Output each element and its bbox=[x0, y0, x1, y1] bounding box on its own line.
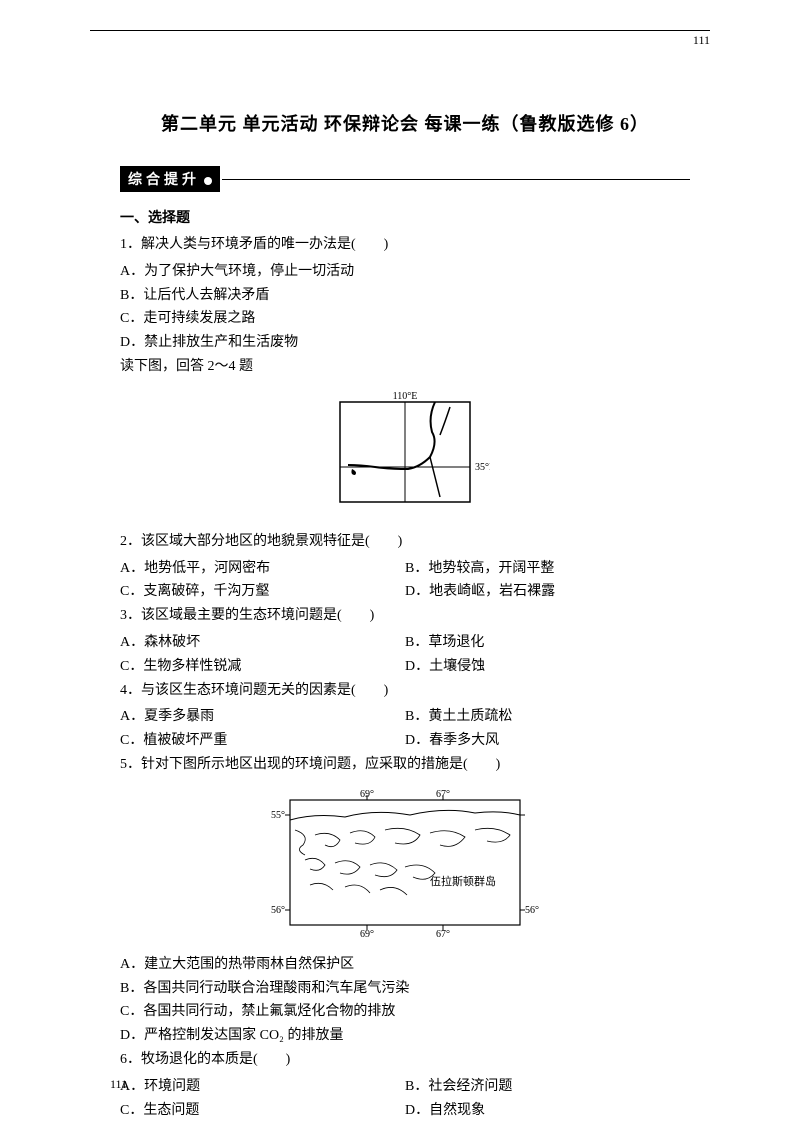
question-3: 3．该区域最主要的生态环境问题是( ) bbox=[120, 604, 690, 628]
page-number-bottom: 111 bbox=[110, 1077, 127, 1092]
q6-option-c: C．生态问题 bbox=[120, 1099, 405, 1123]
fig2-lat2-left: 56° bbox=[271, 905, 285, 916]
section-divider bbox=[222, 179, 690, 180]
fig1-lat-label: 35°N bbox=[475, 462, 490, 473]
q6-option-d: D．自然现象 bbox=[405, 1099, 690, 1123]
section-header: 综合提升 bbox=[120, 166, 690, 192]
fig2-lat1-left: 55° bbox=[271, 810, 285, 821]
q3-option-a: A．森林破坏 bbox=[120, 631, 405, 655]
fig2-lat2-right: 56° bbox=[525, 905, 539, 916]
fig1-lon-label: 110°E bbox=[393, 391, 418, 402]
question-1: 1．解决人类与环境矛盾的唯一办法是( ) bbox=[120, 233, 690, 257]
fig2-lon2-bottom: 67° bbox=[436, 929, 450, 940]
figure-2: 69° 67° 69° 67° 55° 56° 56° 伍拉斯顿群岛 bbox=[120, 785, 690, 945]
question-5: 5．针对下图所示地区出现的环境问题，应采取的措施是( ) bbox=[120, 753, 690, 777]
q2-option-a: A．地势低平，河网密布 bbox=[120, 557, 405, 581]
question-4: 4．与该区生态环境问题无关的因素是( ) bbox=[120, 679, 690, 703]
section-badge: 综合提升 bbox=[120, 166, 220, 192]
fig2-lon1-bottom: 69° bbox=[360, 929, 374, 940]
question-6: 6．牧场退化的本质是( ) bbox=[120, 1048, 690, 1072]
q2-option-d: D．地表崎岖，岩石裸露 bbox=[405, 580, 690, 604]
q5-option-c: C．各国共同行动，禁止氟氯烃化合物的排放 bbox=[120, 1000, 690, 1024]
q4-option-a: A．夏季多暴雨 bbox=[120, 705, 405, 729]
q6-option-a: A．环境问题 bbox=[120, 1075, 405, 1099]
q2-option-b: B．地势较高，开阔平整 bbox=[405, 557, 690, 581]
fig2-island-label: 伍拉斯顿群岛 bbox=[430, 874, 496, 888]
q4-option-d: D．春季多大风 bbox=[405, 729, 690, 753]
question-2: 2．该区域大部分地区的地貌景观特征是( ) bbox=[120, 530, 690, 554]
q4-option-c: C．植被破坏严重 bbox=[120, 729, 405, 753]
page-title: 第二单元 单元活动 环保辩论会 每课一练（鲁教版选修 6） bbox=[120, 110, 690, 136]
q1-option-c: C．走可持续发展之路 bbox=[120, 307, 690, 331]
q1-option-d: D．禁止排放生产和生活废物 bbox=[120, 331, 690, 355]
figure-1: 110°E 35°N bbox=[120, 387, 690, 522]
subsection-heading: 一、选择题 bbox=[120, 207, 690, 227]
q5-option-d: D．严格控制发达国家 CO₂ 的排放量 bbox=[120, 1024, 690, 1048]
q3-option-c: C．生物多样性锐减 bbox=[120, 655, 405, 679]
q3-option-b: B．草场退化 bbox=[405, 631, 690, 655]
q4-option-b: B．黄土土质疏松 bbox=[405, 705, 690, 729]
q3-option-d: D．土壤侵蚀 bbox=[405, 655, 690, 679]
q5-option-a: A．建立大范围的热带雨林自然保护区 bbox=[120, 953, 690, 977]
q6-option-b: B．社会经济问题 bbox=[405, 1075, 690, 1099]
q2-option-c: C．支离破碎，千沟万壑 bbox=[120, 580, 405, 604]
figure1-intro: 读下图，回答 2～4 题 bbox=[120, 355, 690, 379]
q1-option-b: B．让后代人去解决矛盾 bbox=[120, 284, 690, 308]
q1-option-a: A．为了保护大气环境，停止一切活动 bbox=[120, 260, 690, 284]
q5-option-b: B．各国共同行动联合治理酸雨和汽车尾气污染 bbox=[120, 977, 690, 1001]
page-number-top: 111 bbox=[90, 30, 710, 48]
content-area: 第二单元 单元活动 环保辩论会 每课一练（鲁教版选修 6） 综合提升 一、选择题… bbox=[0, 0, 800, 1122]
